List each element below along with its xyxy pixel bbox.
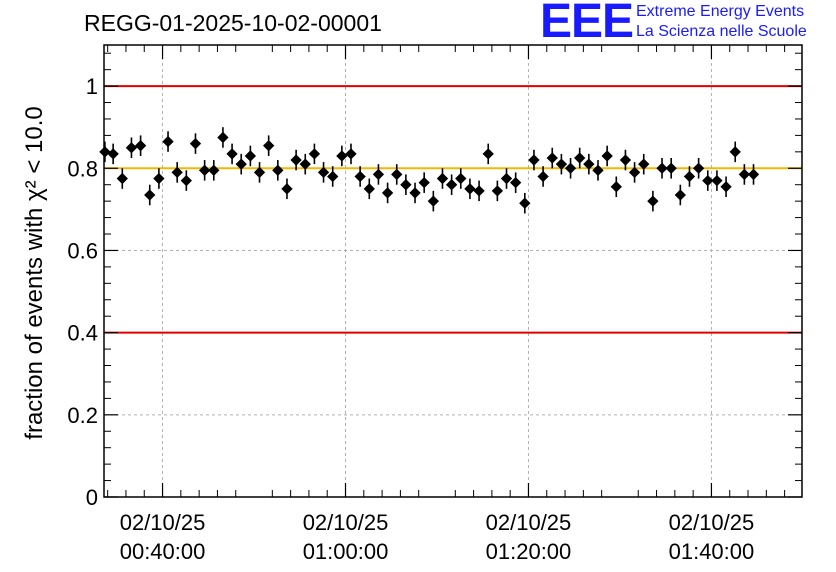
x-tick-label-0-line-0: 02/10/25	[120, 510, 206, 535]
data-point	[144, 189, 156, 201]
data-point	[180, 174, 192, 187]
data-point	[99, 146, 111, 158]
data-point	[445, 179, 458, 191]
data-point	[500, 172, 513, 185]
data-point	[263, 140, 275, 152]
y-tick-label-4: 0.8	[67, 156, 98, 181]
data-point	[592, 164, 604, 176]
logo-tagline-2: La Scienza nelle Scuole	[636, 23, 807, 40]
data-point	[235, 158, 247, 170]
x-tick-label-2-line-1: 01:20:00	[486, 539, 572, 564]
data-point	[336, 150, 348, 162]
data-series	[99, 127, 760, 214]
y-axis-label: fraction of events with χ² < 10.0	[21, 106, 48, 439]
data-point	[198, 164, 211, 176]
data-point	[345, 148, 357, 160]
y-tick-label-0: 0	[86, 485, 98, 510]
plot-frame	[103, 44, 803, 498]
data-point	[299, 158, 311, 170]
data-point	[574, 152, 586, 164]
data-point	[601, 150, 613, 162]
data-point	[107, 148, 119, 160]
data-point	[162, 135, 174, 148]
data-point	[628, 166, 641, 179]
data-point	[308, 148, 321, 160]
data-point	[564, 162, 577, 174]
data-point	[491, 185, 504, 197]
data-point	[555, 158, 568, 170]
chart-title: REGG-01-2025-10-02-00001	[84, 10, 382, 36]
data-point	[610, 181, 622, 193]
data-point	[125, 142, 138, 154]
data-point	[418, 176, 430, 189]
data-point	[711, 174, 723, 187]
data-point	[510, 176, 522, 189]
data-point	[153, 172, 165, 185]
x-tick-label-3-line-1: 01:40:00	[669, 539, 755, 564]
data-point	[473, 185, 485, 197]
data-point	[546, 152, 558, 164]
data-point	[134, 140, 147, 152]
data-point	[583, 158, 595, 170]
data-point	[354, 170, 366, 183]
y-tick-label-3: 0.6	[67, 238, 98, 263]
data-point	[519, 197, 531, 209]
x-tick-label-3-line-0: 02/10/25	[669, 510, 755, 535]
data-point	[747, 168, 760, 181]
data-point	[189, 137, 202, 150]
x-tick-label-2-line-0: 02/10/25	[486, 510, 572, 535]
data-point	[116, 172, 128, 185]
data-point	[244, 150, 257, 162]
data-point	[226, 148, 238, 160]
data-point	[482, 148, 494, 160]
data-point	[455, 172, 467, 185]
data-point	[272, 164, 284, 176]
data-point	[391, 168, 403, 181]
data-point	[619, 154, 632, 166]
data-point	[363, 183, 375, 195]
data-point	[702, 174, 714, 187]
x-tick-label-1-line-1: 01:00:00	[303, 539, 389, 564]
data-point	[729, 146, 741, 158]
y-tick-label-2: 0.4	[67, 321, 98, 346]
logo-tagline-1: Extreme Energy Events	[636, 3, 805, 20]
data-point	[683, 170, 696, 183]
eee-logo: EEE	[540, 0, 634, 48]
data-point	[372, 168, 385, 181]
data-point	[720, 181, 732, 193]
data-point	[327, 170, 339, 183]
data-point	[290, 154, 302, 166]
data-point	[665, 162, 677, 174]
y-tick-label-5: 1	[86, 74, 98, 99]
data-point	[400, 179, 412, 191]
data-point	[638, 158, 650, 170]
data-point	[464, 183, 476, 195]
data-point	[317, 166, 330, 179]
data-point	[738, 168, 751, 181]
data-point	[427, 195, 439, 207]
data-point	[171, 166, 183, 179]
x-tick-label-1-line-0: 02/10/25	[303, 510, 389, 535]
data-point	[208, 164, 220, 176]
data-point	[281, 183, 293, 195]
data-point	[409, 187, 421, 199]
data-point	[674, 189, 686, 201]
data-point	[253, 166, 266, 179]
data-point	[436, 172, 449, 185]
data-point	[217, 131, 229, 144]
x-tick-label-0-line-1: 00:40:00	[120, 539, 206, 564]
data-point	[537, 170, 549, 183]
data-point	[381, 187, 394, 199]
data-point	[656, 162, 668, 174]
data-point	[647, 195, 659, 207]
data-point	[528, 154, 540, 166]
y-tick-label-1: 0.2	[67, 403, 98, 428]
data-point	[692, 162, 705, 174]
